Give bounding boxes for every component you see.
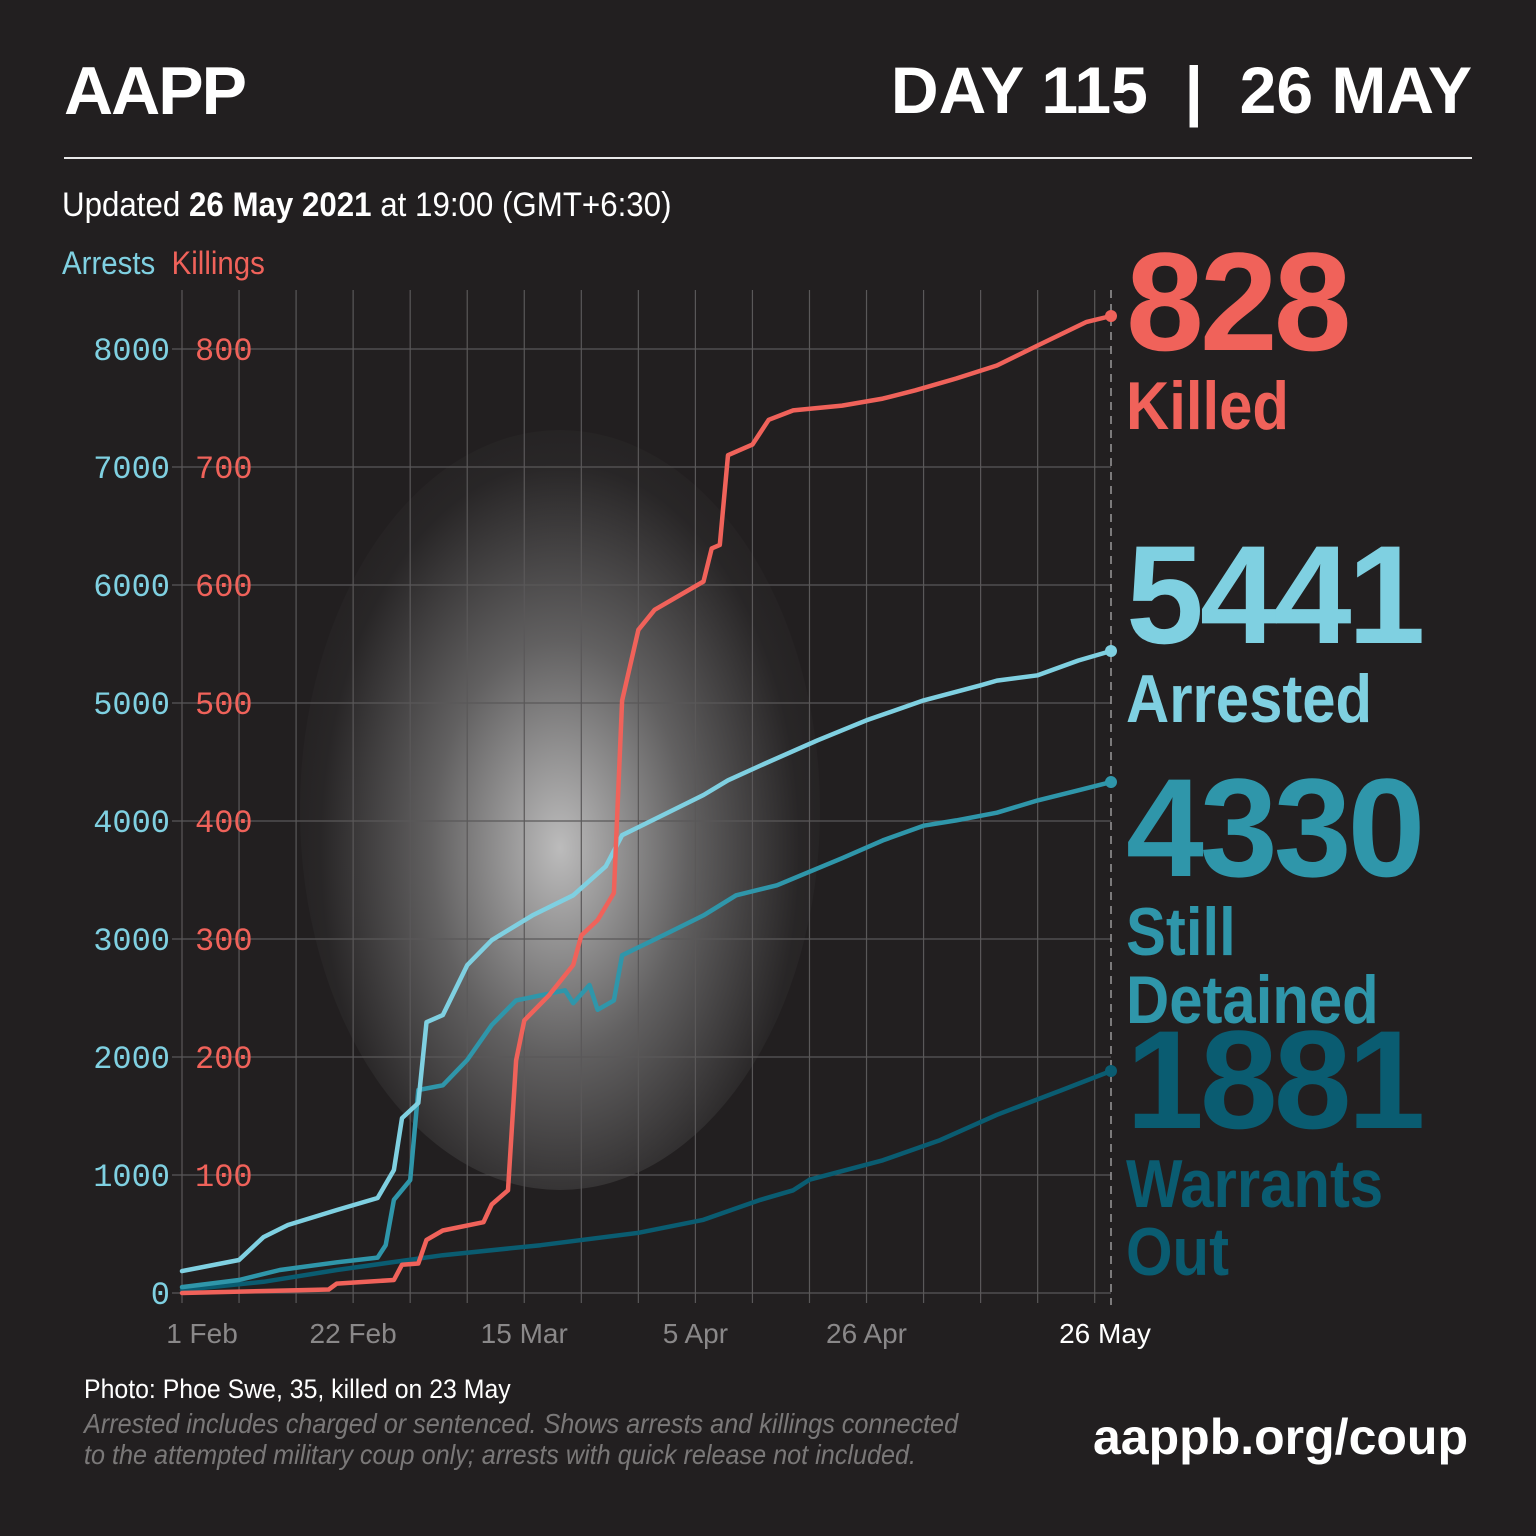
photo-credit: Photo: Phoe Swe, 35, killed on 23 May <box>84 1374 511 1404</box>
series-endpoint-killings <box>1105 309 1117 322</box>
methodology-note: Arrested includes charged or sentenced. … <box>84 1408 958 1470</box>
victim-photo <box>300 430 820 1190</box>
series-line-arrests <box>179 648 1114 1274</box>
x-tick-label: 1 Feb <box>166 1318 238 1349</box>
total-warrants-value: 1881 <box>1126 1001 1425 1158</box>
total-detained-value: 4330 <box>1126 749 1425 906</box>
updated-suffix: at 19:00 (GMT+6:30) <box>371 186 672 224</box>
header-divider <box>64 157 1472 159</box>
aapp-logo: AAPP <box>64 53 247 129</box>
y-tick-label-killings: 200 <box>195 1041 253 1078</box>
total-warrants: 1881 Warrants Out <box>1126 1001 1472 1290</box>
x-tick-label: 26 Apr <box>826 1318 907 1349</box>
y-tick-label-killings: 800 <box>195 333 253 370</box>
website-link[interactable]: aappb.org/coup <box>1093 1409 1468 1465</box>
y-tick-label-arrests: 4000 <box>93 805 170 842</box>
x-tick-label: 26 May <box>1059 1318 1151 1349</box>
series-line-killings <box>179 313 1114 1296</box>
legend-killings: Killings <box>171 245 265 281</box>
chart-legend: Arrests Killings <box>62 245 265 282</box>
series-endpoint-warrants <box>1105 1065 1117 1078</box>
total-arrested: 5441 Arrested <box>1126 516 1472 737</box>
y-tick-label-killings: 400 <box>195 805 253 842</box>
series-line-warrants <box>179 1068 1114 1293</box>
series-endpoint-arrests <box>1105 644 1117 657</box>
total-killed-value: 828 <box>1126 223 1352 380</box>
y-tick-label-arrests: 5000 <box>93 687 170 724</box>
total-killed: 828 Killed <box>1126 223 1472 444</box>
day-counter: DAY 115 | 26 MAY <box>890 53 1472 127</box>
total-detained: 4330 Still Detained <box>1126 749 1472 1038</box>
updated-date: 26 May 2021 <box>188 186 372 224</box>
y-tick-label-arrests: 6000 <box>93 569 170 606</box>
total-arrested-value: 5441 <box>1126 516 1425 673</box>
total-killed-label: Killed <box>1126 368 1289 444</box>
x-tick-label: 22 Feb <box>310 1318 397 1349</box>
y-tick-label-arrests: 0 <box>151 1277 170 1314</box>
y-tick-label-killings: 500 <box>195 687 253 724</box>
x-tick-label: 5 Apr <box>663 1318 728 1349</box>
series-endpoint-detained <box>1105 776 1117 789</box>
y-tick-label-arrests: 8000 <box>93 333 170 370</box>
y-tick-label-arrests: 7000 <box>93 451 170 488</box>
x-tick-label: 15 Mar <box>481 1318 568 1349</box>
y-tick-label-killings: 600 <box>195 569 253 606</box>
y-tick-label-killings: 100 <box>195 1159 253 1196</box>
total-arrested-label: Arrested <box>1126 661 1373 737</box>
note-line-1: Arrested includes charged or sentenced. … <box>84 1408 959 1439</box>
y-tick-label-arrests: 3000 <box>93 923 170 960</box>
updated-prefix: Updated <box>62 186 189 224</box>
updated-timestamp: Updated 26 May 2021 at 19:00 (GMT+6:30) <box>62 186 672 225</box>
y-tick-label-arrests: 2000 <box>93 1041 170 1078</box>
total-warrants-label: Warrants Out <box>1126 1146 1384 1290</box>
y-tick-label-killings: 700 <box>195 451 253 488</box>
y-tick-label-killings: 300 <box>195 923 253 960</box>
total-detained-label: Still Detained <box>1126 894 1379 1038</box>
legend-arrests: Arrests <box>62 245 156 281</box>
y-tick-label-arrests: 1000 <box>93 1159 170 1196</box>
series-line-detained <box>179 779 1114 1290</box>
note-line-2: to the attempted military coup only; arr… <box>84 1439 917 1470</box>
